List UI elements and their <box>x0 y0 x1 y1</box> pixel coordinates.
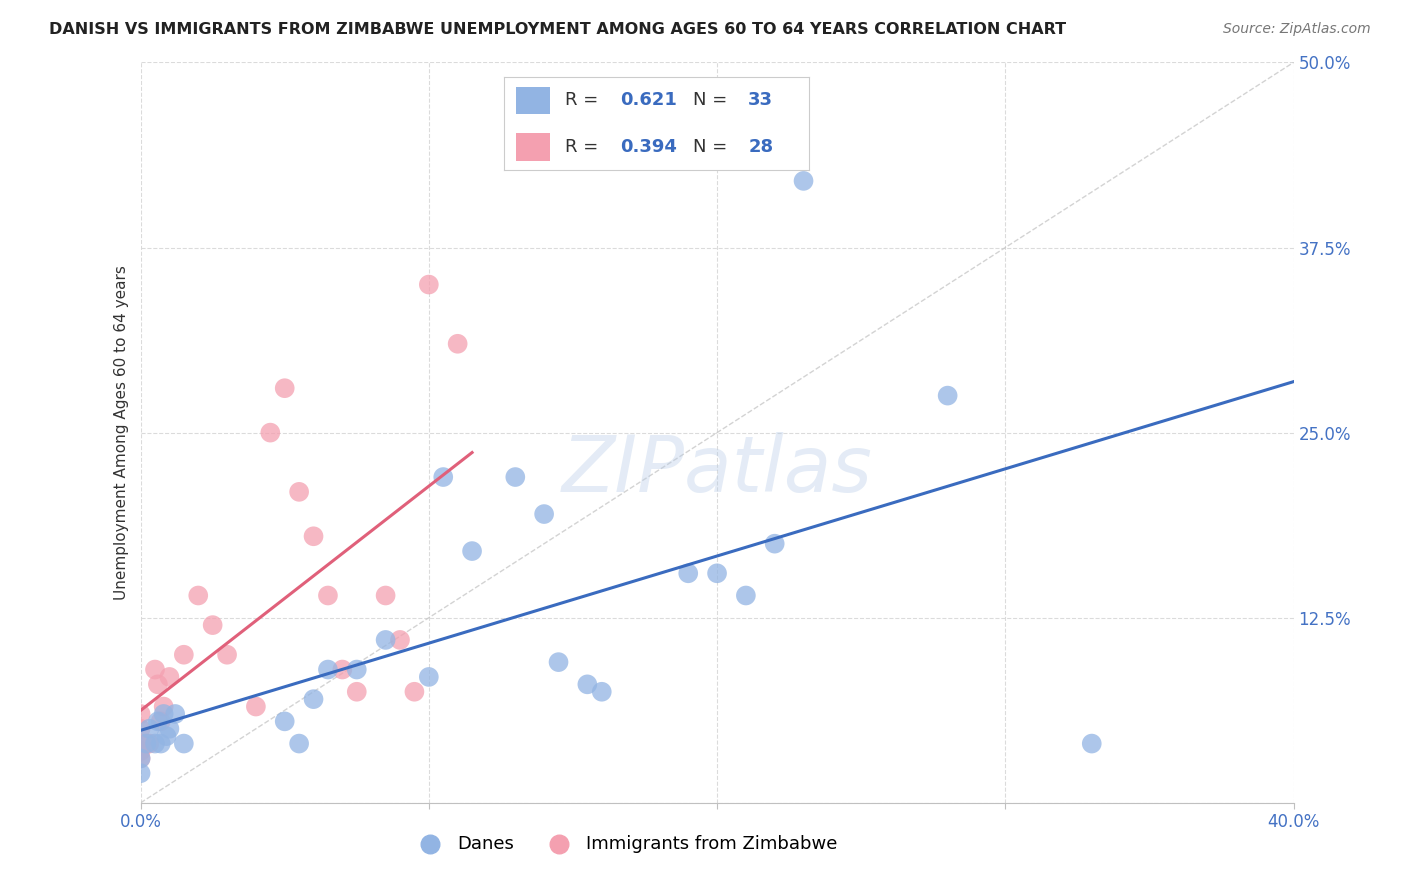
Point <box>576 677 599 691</box>
Point <box>374 632 396 647</box>
Point <box>316 589 339 603</box>
Text: ZIPatlas: ZIPatlas <box>561 432 873 508</box>
Point <box>706 566 728 581</box>
Text: DANISH VS IMMIGRANTS FROM ZIMBABWE UNEMPLOYMENT AMONG AGES 60 TO 64 YEARS CORREL: DANISH VS IMMIGRANTS FROM ZIMBABWE UNEMP… <box>49 22 1066 37</box>
Point <box>146 714 169 729</box>
Point <box>533 507 555 521</box>
Point <box>302 529 325 543</box>
Point <box>461 544 484 558</box>
Point <box>245 699 267 714</box>
Point <box>936 388 959 402</box>
Point <box>159 670 180 684</box>
Point <box>418 670 440 684</box>
Point <box>135 737 157 751</box>
Legend: Danes, Immigrants from Zimbabwe: Danes, Immigrants from Zimbabwe <box>405 828 845 861</box>
Point <box>129 751 152 765</box>
Point <box>288 737 311 751</box>
Point <box>503 470 526 484</box>
Point <box>274 381 297 395</box>
Point <box>793 174 815 188</box>
Point <box>138 722 160 736</box>
Point <box>201 618 224 632</box>
Point <box>155 729 177 743</box>
Point <box>217 648 239 662</box>
Point <box>129 737 152 751</box>
Point <box>143 737 166 751</box>
Point <box>173 648 195 662</box>
Point <box>129 706 152 721</box>
Point <box>152 699 174 714</box>
Point <box>678 566 700 581</box>
Point <box>129 722 152 736</box>
Point <box>346 663 368 677</box>
Point <box>159 722 180 736</box>
Point <box>547 655 569 669</box>
Point <box>149 714 172 729</box>
Point <box>763 536 786 550</box>
Point <box>152 706 174 721</box>
Point <box>404 685 426 699</box>
Point <box>288 484 311 499</box>
Point <box>346 685 368 699</box>
Point <box>129 744 152 758</box>
Point <box>316 663 339 677</box>
Point <box>418 277 440 292</box>
Y-axis label: Unemployment Among Ages 60 to 64 years: Unemployment Among Ages 60 to 64 years <box>114 265 129 600</box>
Point <box>302 692 325 706</box>
Point <box>129 766 152 780</box>
Text: Source: ZipAtlas.com: Source: ZipAtlas.com <box>1223 22 1371 37</box>
Point <box>274 714 297 729</box>
Point <box>388 632 411 647</box>
Point <box>146 677 169 691</box>
Point <box>1081 737 1104 751</box>
Point <box>149 737 172 751</box>
Point <box>735 589 758 603</box>
Point <box>591 685 613 699</box>
Point <box>447 336 470 351</box>
Point <box>173 737 195 751</box>
Point <box>374 589 396 603</box>
Point <box>138 737 160 751</box>
Point <box>143 663 166 677</box>
Point <box>187 589 209 603</box>
Point <box>165 706 187 721</box>
Point <box>129 751 152 765</box>
Point <box>332 663 354 677</box>
Point <box>259 425 281 440</box>
Point <box>432 470 454 484</box>
